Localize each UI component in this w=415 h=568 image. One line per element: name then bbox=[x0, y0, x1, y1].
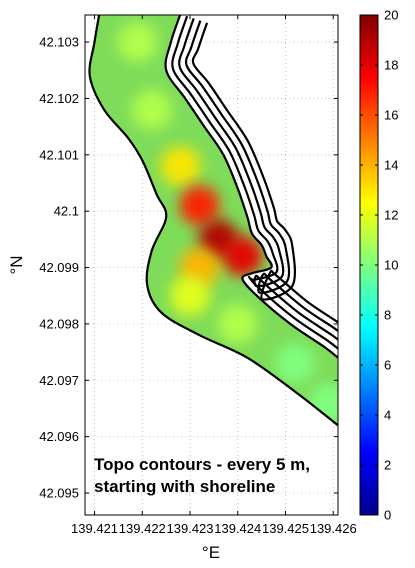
annotation-line-2: starting with shoreline bbox=[94, 477, 275, 496]
depth-sample-patch bbox=[222, 236, 263, 277]
x-tick-label: 139.422 bbox=[119, 521, 166, 536]
depth-sample-patch bbox=[160, 146, 201, 187]
colorbar-tick-label: 12 bbox=[384, 208, 398, 223]
y-tick-label: 42.097 bbox=[39, 373, 79, 388]
depth-sample-patch bbox=[275, 343, 316, 384]
depth-sample-patch bbox=[131, 89, 172, 130]
offshore-edge-line bbox=[88, 15, 338, 427]
y-tick-label: 42.102 bbox=[39, 91, 79, 106]
contour-line bbox=[184, 20, 338, 333]
colorbar-ticks: 0 2 4 6 8 10 12 14 16 18 20 bbox=[360, 8, 398, 523]
axis-ticks: 139.421 139.422 139.423 139.424 139.425 139.4… bbox=[39, 15, 357, 536]
depth-sample-patch bbox=[179, 185, 220, 226]
contour-line bbox=[178, 18, 338, 342]
contour-line bbox=[164, 15, 338, 359]
y-tick-label: 42.103 bbox=[39, 35, 79, 50]
colorbar-tick-label: 2 bbox=[384, 458, 391, 473]
x-axis-label: °E bbox=[202, 543, 220, 562]
depth-color-patches bbox=[117, 22, 338, 423]
topo-contours bbox=[164, 15, 338, 359]
colorbar-tick-label: 6 bbox=[384, 358, 391, 373]
x-tick-label: 139.424 bbox=[214, 521, 261, 536]
y-axis-label: °N bbox=[7, 255, 26, 274]
depth-sample-patch bbox=[217, 303, 258, 344]
colorbar-tick-label: 0 bbox=[384, 508, 391, 523]
x-tick-label: 139.423 bbox=[167, 521, 214, 536]
x-tick-label: 139.425 bbox=[262, 521, 309, 536]
y-tick-label: 42.099 bbox=[39, 260, 79, 275]
y-tick-label: 42.1 bbox=[54, 204, 79, 219]
y-tick-label: 42.101 bbox=[39, 147, 79, 162]
depth-sample-patch bbox=[117, 22, 158, 63]
colorbar-tick-label: 18 bbox=[384, 58, 398, 73]
grid-lines bbox=[85, 15, 338, 515]
x-tick-label: 139.421 bbox=[71, 521, 118, 536]
colorbar-tick-label: 8 bbox=[384, 308, 391, 323]
colorbar-tick-label: 16 bbox=[384, 108, 398, 123]
colorbar-tick-label: 14 bbox=[384, 158, 398, 173]
colorbar-tick-label: 20 bbox=[384, 8, 398, 23]
colorbar-tick-label: 10 bbox=[384, 258, 398, 273]
contour-line bbox=[191, 22, 338, 324]
x-tick-label: 139.426 bbox=[310, 521, 357, 536]
depth-sample-patch bbox=[170, 275, 211, 316]
plot-frame bbox=[84, 14, 339, 516]
annotation-line-1: Topo contours - every 5 m, bbox=[94, 455, 310, 474]
y-tick-label: 42.098 bbox=[39, 316, 79, 331]
y-tick-label: 42.095 bbox=[39, 486, 79, 501]
y-tick-label: 42.096 bbox=[39, 429, 79, 444]
colorbar-tick-label: 4 bbox=[384, 408, 391, 423]
